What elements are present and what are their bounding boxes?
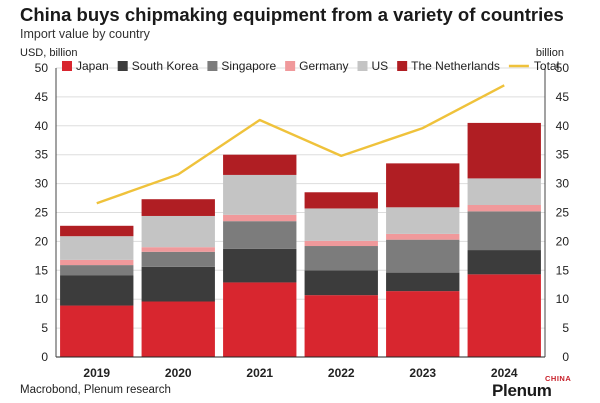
bar-us-2023 (386, 207, 460, 234)
bar-the-netherlands-2022 (304, 192, 378, 209)
bar-singapore-2021 (223, 221, 297, 249)
legend-swatch (357, 61, 368, 71)
legend-label-total: Total (534, 59, 559, 73)
source-note: Macrobond, Plenum research (20, 384, 171, 396)
bar-south-korea-2019 (60, 275, 134, 306)
bar-germany-2023 (386, 233, 460, 240)
x-tick-label: 2021 (246, 366, 273, 380)
bar-germany-2019 (60, 259, 134, 266)
y-tick-label-left: 35 (35, 148, 49, 162)
legend-label: US (372, 59, 389, 73)
legend-swatch (397, 61, 408, 71)
legend-label: Singapore (221, 59, 276, 73)
bar-us-2024 (467, 178, 541, 205)
y-tick-label-right: 5 (562, 321, 569, 335)
bar-japan-2024 (467, 274, 541, 357)
y-tick-label-right: 45 (556, 90, 570, 104)
bar-south-korea-2024 (467, 250, 541, 275)
y-tick-label-right: 40 (556, 119, 570, 133)
bar-germany-2024 (467, 204, 541, 212)
plenum-logo: Plenum (492, 381, 552, 400)
chart-title: China buys chipmaking equipment from a v… (20, 4, 564, 25)
y-tick-label-right: 35 (556, 148, 570, 162)
bar-us-2022 (304, 208, 378, 241)
bar-singapore-2020 (141, 251, 215, 267)
y-tick-label-right: 15 (556, 263, 570, 277)
legend-swatch (117, 61, 128, 71)
legend-swatch (62, 61, 72, 71)
bar-us-2021 (223, 174, 297, 215)
x-tick-label: 2023 (409, 366, 436, 380)
legend-label: Japan (76, 59, 109, 73)
total-line-layer (96, 84, 505, 205)
bar-us-2020 (141, 215, 215, 248)
y-tick-label-left: 25 (35, 206, 49, 220)
bar-japan-2021 (223, 282, 297, 357)
y-axis-label-right: billion (536, 47, 564, 59)
chart-subtitle: Import value by country (20, 27, 150, 41)
y-axis-label-left: USD, billion (20, 47, 77, 59)
bar-japan-2020 (141, 301, 215, 357)
bars (60, 122, 541, 357)
y-tick-label-left: 40 (35, 119, 49, 133)
bar-singapore-2023 (386, 239, 460, 273)
y-tick-label-right: 20 (556, 234, 570, 248)
plenum-logo-superscript: CHINA (545, 374, 572, 383)
grid-lines (56, 67, 545, 358)
y-tick-label-right: 50 (556, 61, 570, 75)
bar-south-korea-2023 (386, 272, 460, 292)
y-tick-label-right: 0 (562, 350, 569, 364)
bar-japan-2022 (304, 295, 378, 357)
legend-label: The Netherlands (411, 59, 500, 73)
bar-south-korea-2022 (304, 270, 378, 296)
y-tick-label-left: 5 (41, 321, 48, 335)
bar-south-korea-2020 (141, 266, 215, 302)
bar-germany-2020 (141, 247, 215, 252)
bar-the-netherlands-2023 (386, 163, 460, 208)
x-tick-label: 2019 (83, 366, 110, 380)
bar-the-netherlands-2020 (141, 199, 215, 216)
legend: Japan South Korea Singapore Germany US The Ne… (62, 59, 559, 73)
y-tick-label-left: 45 (35, 90, 49, 104)
legend-swatch (285, 61, 296, 71)
y-tick-label-right: 10 (556, 292, 570, 306)
y-tick-label-left: 50 (35, 61, 49, 75)
bar-singapore-2019 (60, 265, 134, 276)
bar-the-netherlands-2021 (223, 154, 297, 175)
bar-the-netherlands-2024 (467, 122, 541, 179)
y-tick-label-left: 10 (35, 292, 49, 306)
bar-germany-2022 (304, 240, 378, 247)
total-line (96, 84, 505, 205)
legend-swatch (207, 61, 218, 71)
bar-south-korea-2021 (223, 248, 297, 283)
x-tick-label: 2020 (165, 366, 192, 380)
legend-label: Germany (299, 59, 348, 73)
bar-the-netherlands-2019 (60, 225, 134, 237)
bar-germany-2021 (223, 214, 297, 222)
bar-singapore-2022 (304, 246, 378, 271)
bar-singapore-2024 (467, 211, 541, 251)
bar-japan-2019 (60, 305, 134, 357)
x-tick-label: 2024 (491, 366, 518, 380)
y-tick-label-left: 0 (41, 350, 48, 364)
x-tick-label: 2022 (328, 366, 355, 380)
y-tick-label-right: 25 (556, 206, 570, 220)
y-tick-label-left: 15 (35, 263, 49, 277)
y-tick-label-left: 30 (35, 177, 49, 191)
legend-label: South Korea (132, 59, 199, 73)
y-tick-label-right: 30 (556, 177, 570, 191)
bar-us-2019 (60, 236, 134, 260)
bar-japan-2023 (386, 291, 460, 357)
y-tick-label-left: 20 (35, 234, 49, 248)
